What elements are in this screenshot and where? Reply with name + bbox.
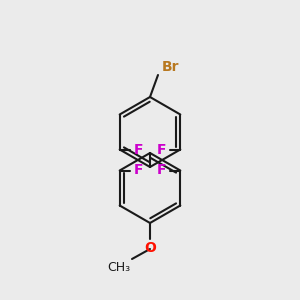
- Text: F: F: [134, 142, 143, 157]
- Text: F: F: [134, 164, 143, 178]
- Text: Br: Br: [162, 60, 179, 74]
- Text: F: F: [157, 164, 166, 178]
- Text: O: O: [144, 241, 156, 255]
- Text: CH₃: CH₃: [107, 261, 130, 274]
- Text: F: F: [157, 142, 166, 157]
